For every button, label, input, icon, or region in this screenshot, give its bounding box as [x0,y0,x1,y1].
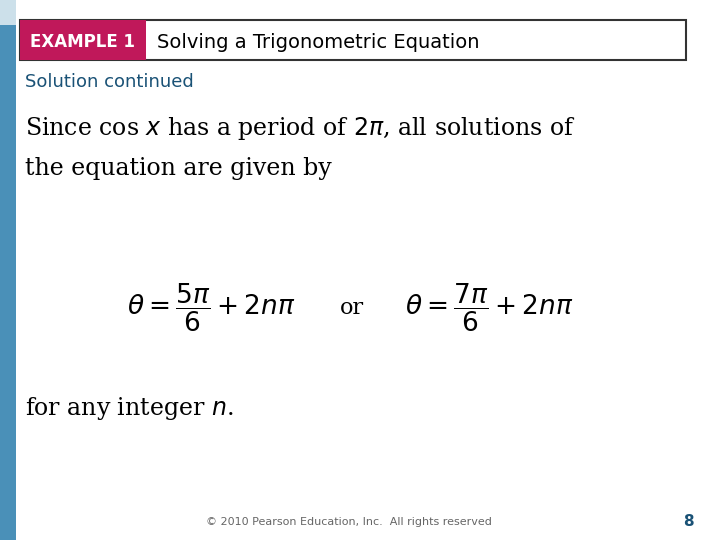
Text: EXAMPLE 1: EXAMPLE 1 [30,33,135,51]
Text: $\theta = \dfrac{7\pi}{6} + 2n\pi$: $\theta = \dfrac{7\pi}{6} + 2n\pi$ [405,282,574,334]
FancyBboxPatch shape [19,20,686,60]
Text: the equation are given by: the equation are given by [24,157,331,179]
FancyBboxPatch shape [0,0,16,25]
FancyBboxPatch shape [0,0,16,540]
FancyBboxPatch shape [19,20,145,60]
Text: 8: 8 [683,515,693,530]
Text: or: or [340,297,364,319]
Text: for any integer $n$.: for any integer $n$. [24,395,233,422]
Text: Solution continued: Solution continued [24,73,194,91]
Text: Since cos $x$ has a period of $2\pi$, all solutions of: Since cos $x$ has a period of $2\pi$, al… [24,114,575,141]
Text: $\theta = \dfrac{5\pi}{6} + 2n\pi$: $\theta = \dfrac{5\pi}{6} + 2n\pi$ [127,282,296,334]
Text: © 2010 Pearson Education, Inc.  All rights reserved: © 2010 Pearson Education, Inc. All right… [206,517,492,527]
Text: Solving a Trigonometric Equation: Solving a Trigonometric Equation [158,32,480,51]
